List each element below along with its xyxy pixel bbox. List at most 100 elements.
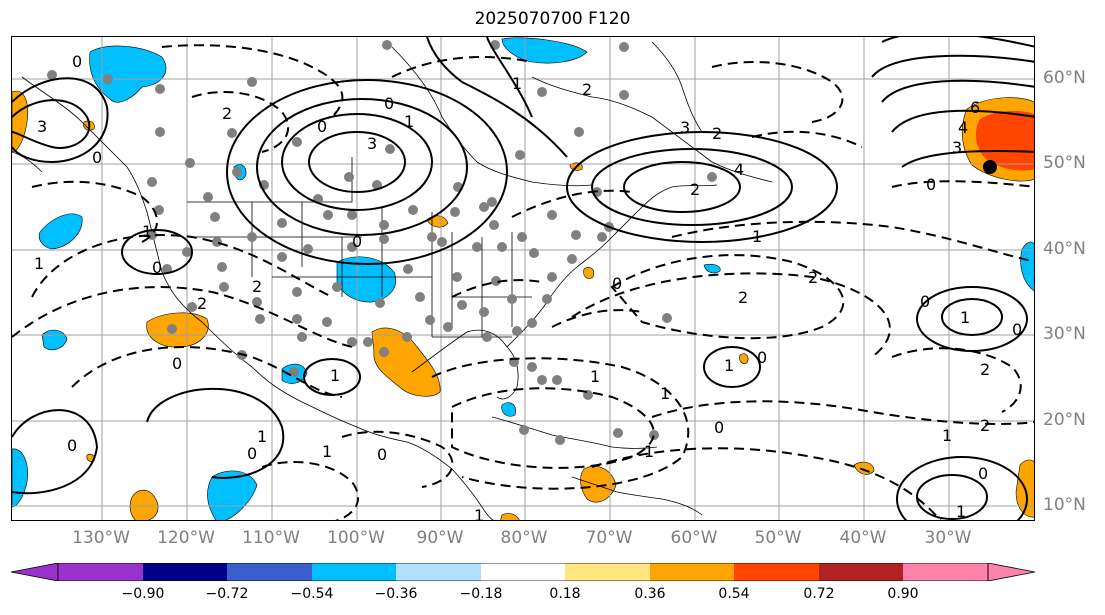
contour-label: 2: [980, 416, 990, 435]
colorbar-bin: [650, 563, 734, 581]
latitude-label: 30°N: [1043, 324, 1086, 344]
positive-fill-area: [583, 267, 595, 279]
contour-labels: 0 3 2 0 0 1 3 0 1 2 3 2 2 4 0 6 4 3 1 2 …: [34, 52, 1022, 521]
latitude-label: 40°N: [1043, 239, 1086, 259]
positive-fill-area: [500, 513, 520, 520]
longitude-label: 130°W: [72, 528, 130, 548]
longitude-label: 110°W: [242, 528, 300, 548]
colorbar-tick-label: 0.72: [803, 586, 835, 602]
contour-label: 2: [980, 360, 990, 379]
positive-fill-area: [426, 215, 449, 228]
latitude-label: 50°N: [1043, 153, 1086, 173]
contour-label: 0: [72, 52, 82, 71]
contour-label: 0: [978, 464, 988, 483]
contour-label: 2: [582, 80, 592, 99]
positive-fill-area: [580, 465, 617, 503]
colorbar-tick-label: 0.90: [887, 586, 919, 602]
contour-label: 0: [377, 445, 387, 464]
contour-label: 0: [67, 436, 77, 455]
contour-label: 0: [384, 94, 394, 113]
contour-label: 1: [512, 74, 522, 93]
contour-label: 1: [724, 356, 734, 375]
colorbar-bin: [58, 563, 143, 581]
map-canvas: 0 3 2 0 0 1 3 0 1 2 3 2 2 4 0 6 4 3 1 2 …: [12, 37, 1034, 521]
contour-label: 1: [752, 227, 762, 246]
positive-fill-area: [739, 353, 749, 364]
contour-label: 2: [690, 180, 700, 199]
station-dots: [47, 40, 717, 445]
colorbar-bin: [565, 563, 650, 581]
contour-label: 1: [404, 112, 414, 131]
contour-label: 0: [1012, 320, 1022, 339]
colorbar-tick-label: 0.36: [634, 586, 666, 602]
colorbar-bin: [819, 563, 903, 581]
colorbar-bin: [143, 563, 227, 581]
contour-label: 1: [330, 366, 340, 385]
contour-label: 6: [970, 98, 980, 117]
marker-dot: [983, 160, 997, 174]
colorbar-tick-label: −0.72: [205, 586, 249, 602]
longitude-label: 40°W: [839, 528, 887, 548]
latitude-label: 60°N: [1043, 68, 1086, 88]
contour-label: 2: [808, 268, 818, 287]
colorbar-tick-label: 0.54: [718, 586, 750, 602]
contour-label: 1: [960, 308, 970, 327]
negative-fill-area: [41, 329, 68, 351]
contour-label: 0: [317, 117, 327, 136]
contour-label: 3: [367, 134, 377, 153]
contour-label: 2: [222, 104, 232, 123]
negative-fill-area: [38, 213, 83, 250]
contour-label: 1: [942, 426, 952, 445]
colorbar-bin: [734, 563, 819, 581]
contour-label: 0: [920, 292, 930, 311]
positive-fill-area: [129, 489, 159, 520]
negative-fill-area: [336, 256, 396, 303]
colorbar-tick-label: −0.54: [290, 586, 334, 602]
contour-label: 0: [612, 274, 622, 293]
contour-label: 0: [152, 258, 162, 277]
contour-label: 1: [257, 427, 267, 446]
longitude-label: 90°W: [416, 528, 464, 548]
contour-label: 0: [172, 354, 182, 373]
colorbar-bin: [481, 563, 565, 581]
longitude-label: 100°W: [327, 528, 385, 548]
negative-fill-area: [703, 263, 721, 274]
contour-label: 0: [714, 418, 724, 437]
longitude-label: 120°W: [157, 528, 215, 548]
contour-label: 1: [474, 506, 484, 521]
negative-fill-area: [207, 470, 258, 520]
longitude-label: 30°W: [924, 528, 972, 548]
contour-label: 3: [952, 138, 962, 157]
contour-label: 2: [712, 124, 722, 143]
strong-positive-fill-area: [975, 110, 1034, 171]
colorbar-extend-low: [11, 563, 59, 581]
positive-contours: [12, 37, 1034, 520]
colorbar-tick-label: 0.18: [549, 586, 581, 602]
contour-label: 1: [956, 502, 966, 521]
negative-fill-area: [1020, 241, 1034, 291]
contour-label: 0: [757, 348, 767, 367]
negative-contours: [12, 44, 1034, 520]
latitude-label: 20°N: [1043, 410, 1086, 430]
colorbar-bin: [903, 563, 988, 581]
colorbar-tick-label: −0.18: [459, 586, 503, 602]
map-panel: 0 3 2 0 0 1 3 0 1 2 3 2 2 4 0 6 4 3 1 2 …: [11, 36, 1035, 521]
contour-label: 3: [680, 118, 690, 137]
colorbar-bin: [312, 563, 396, 581]
contour-label: 1: [590, 367, 600, 386]
contour-label: 1: [34, 254, 44, 273]
negative-fill-area: [501, 402, 516, 417]
negative-fill-area: [501, 37, 588, 64]
contour-label: 0: [926, 175, 936, 194]
contour-label: 0: [352, 232, 362, 251]
contour-label: 4: [958, 118, 968, 137]
colorbar-tick-label: −0.36: [374, 586, 418, 602]
colorbar: [11, 563, 1035, 581]
contour-label: 2: [738, 288, 748, 307]
contour-label: 1: [322, 442, 332, 461]
contour-label: 1: [644, 442, 654, 461]
contour-label: 2: [252, 277, 262, 296]
colorbar-extend-high: [987, 563, 1035, 581]
longitude-label: 70°W: [585, 528, 633, 548]
colorbar-bin: [227, 563, 312, 581]
